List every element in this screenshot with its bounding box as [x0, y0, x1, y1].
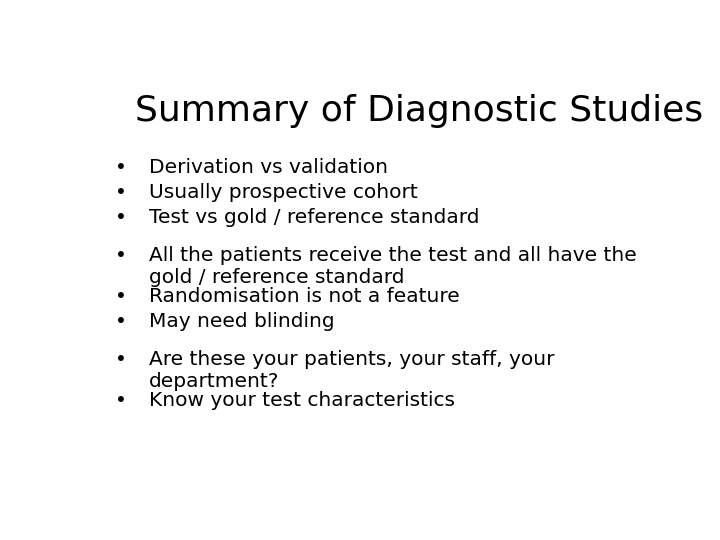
Text: Randomisation is not a feature: Randomisation is not a feature [148, 287, 459, 306]
Text: May need blinding: May need blinding [148, 312, 334, 331]
Text: •: • [114, 287, 127, 306]
Text: Know your test characteristics: Know your test characteristics [148, 391, 454, 410]
Text: Test vs gold / reference standard: Test vs gold / reference standard [148, 208, 479, 227]
Text: •: • [114, 208, 127, 227]
Text: Are these your patients, your staff, your
department?: Are these your patients, your staff, you… [148, 349, 554, 392]
Text: Derivation vs validation: Derivation vs validation [148, 158, 387, 177]
Text: •: • [114, 183, 127, 202]
Text: Summary of Diagnostic Studies: Summary of Diagnostic Studies [135, 94, 703, 128]
Text: •: • [114, 246, 127, 265]
Text: •: • [114, 158, 127, 177]
Text: •: • [114, 349, 127, 369]
Text: Usually prospective cohort: Usually prospective cohort [148, 183, 418, 202]
Text: All the patients receive the test and all have the
gold / reference standard: All the patients receive the test and al… [148, 246, 636, 287]
Text: •: • [114, 391, 127, 410]
Text: •: • [114, 312, 127, 331]
